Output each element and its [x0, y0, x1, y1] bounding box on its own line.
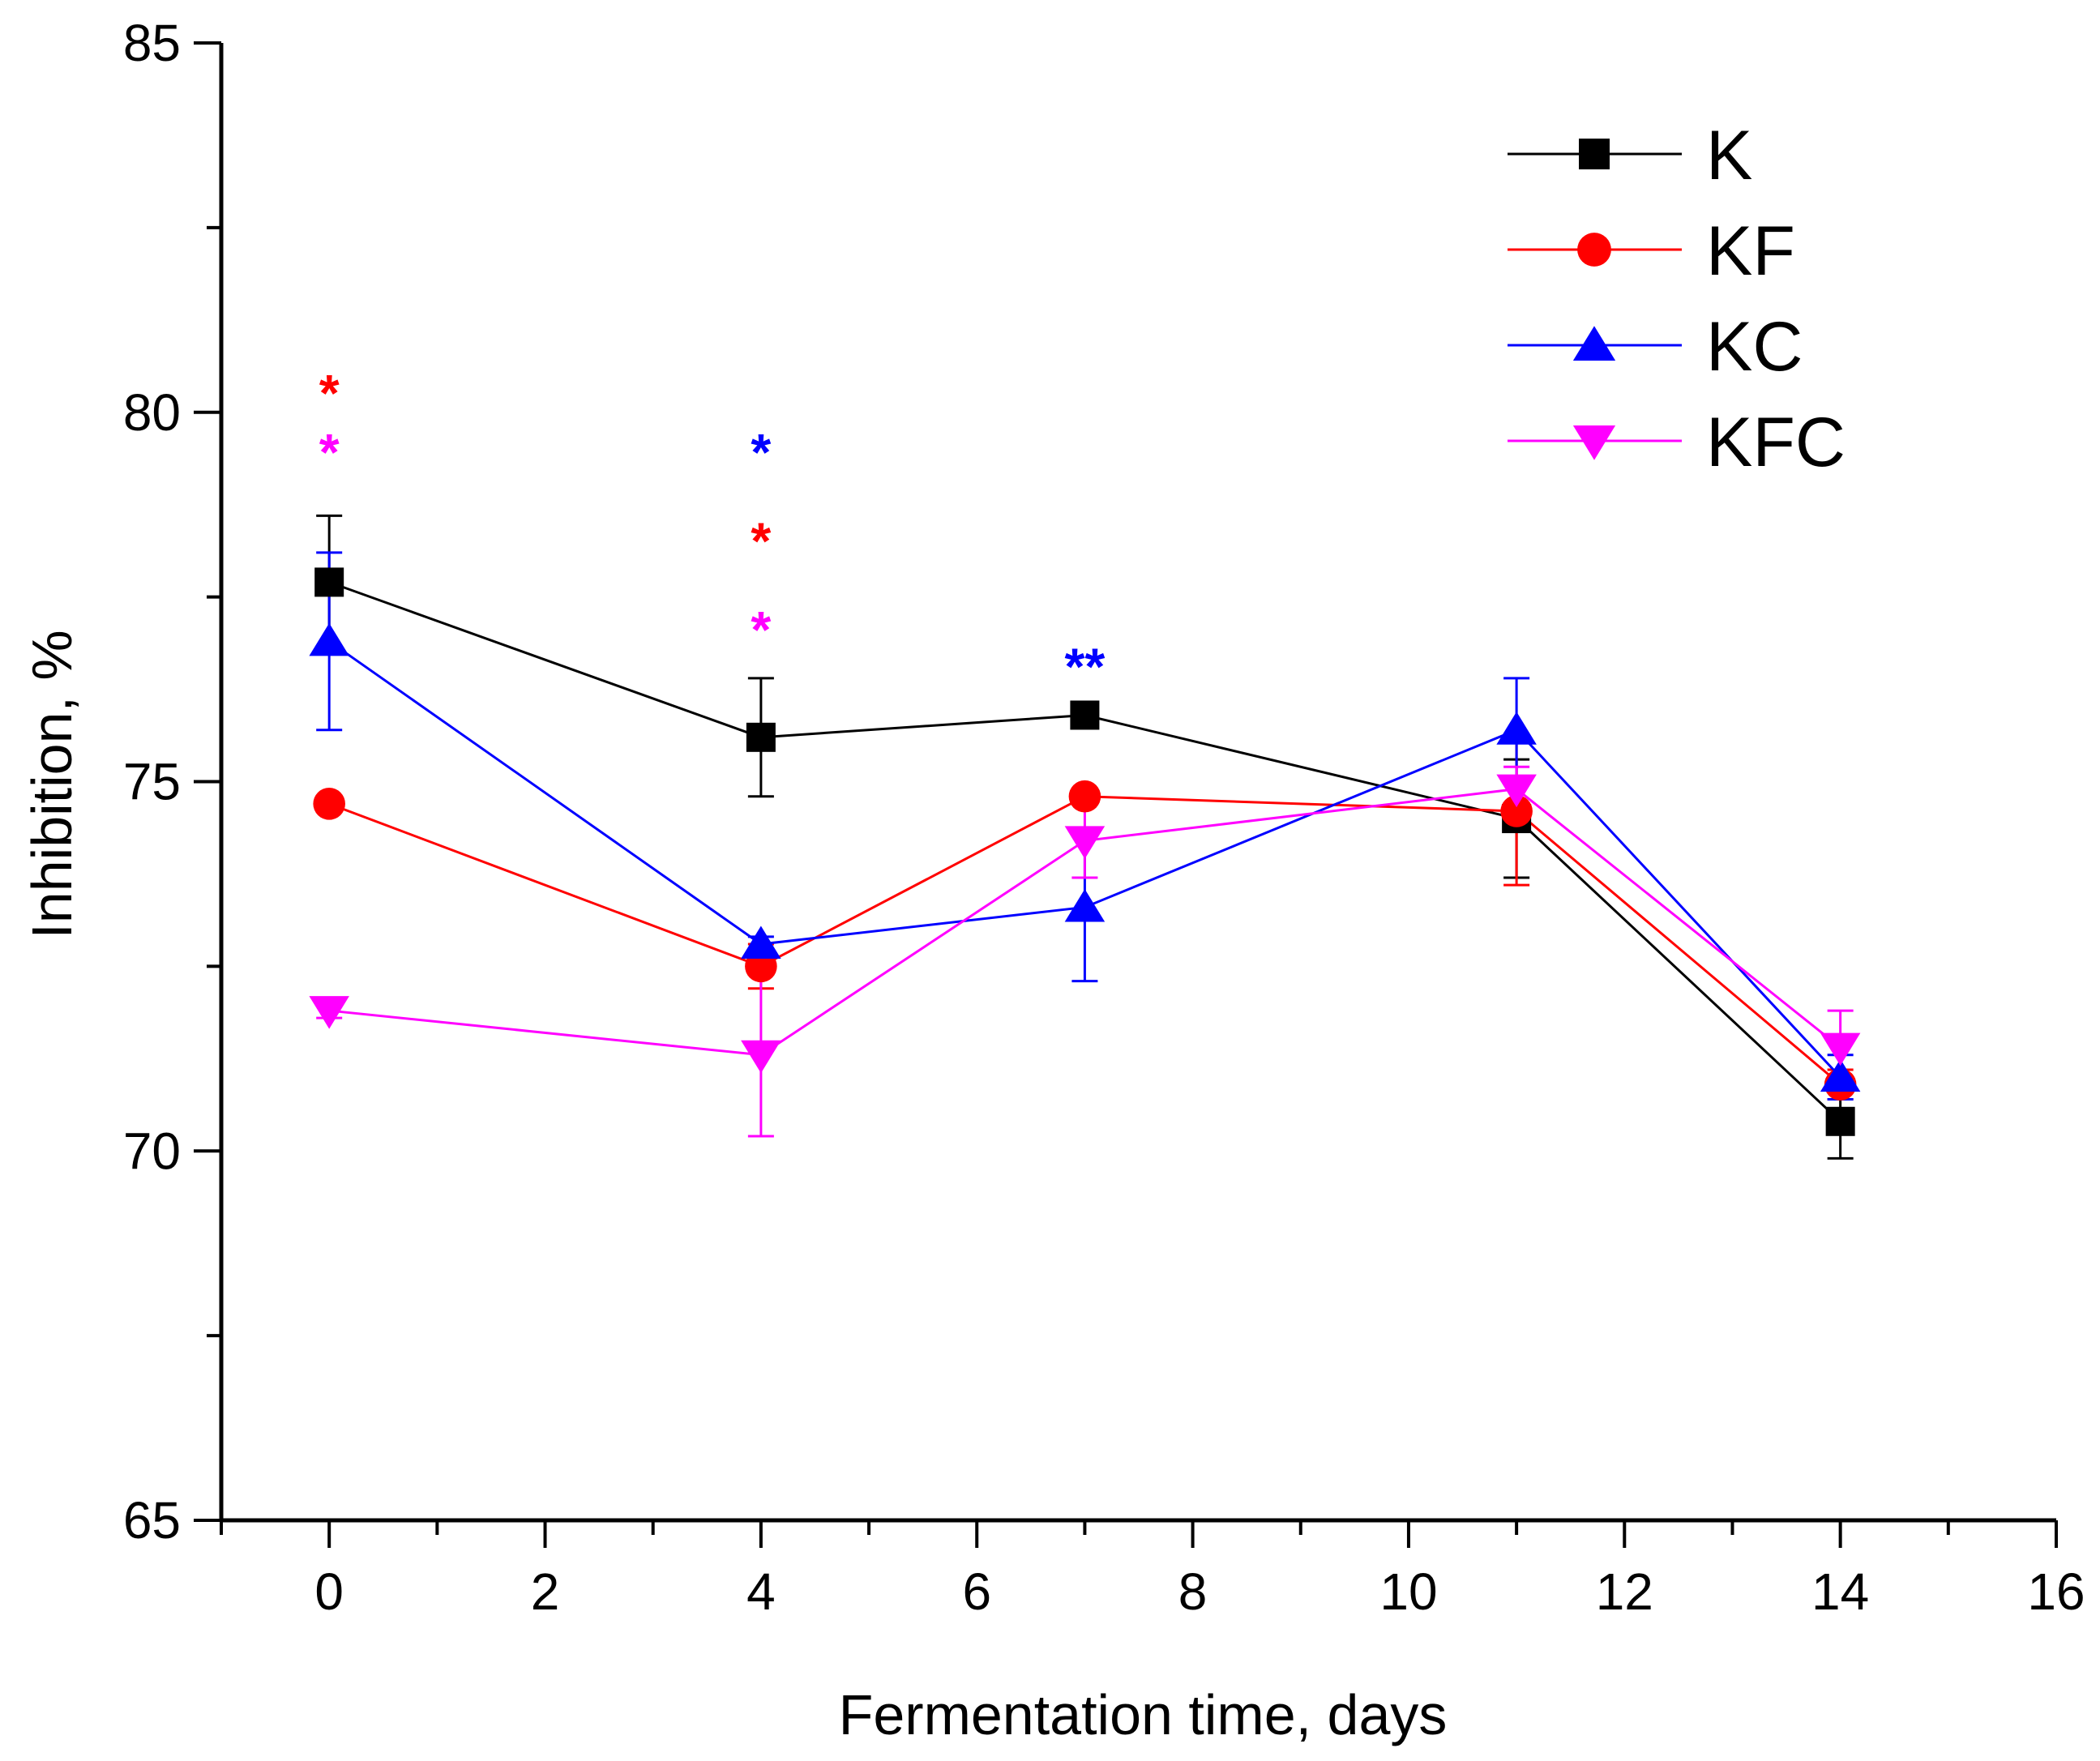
legend-label-k: K — [1706, 117, 1752, 194]
x-tick-label: 4 — [746, 1562, 776, 1621]
data-point-kc — [1064, 888, 1106, 922]
data-point-kc — [309, 622, 349, 656]
legend-marker-kc — [1572, 326, 1616, 361]
data-point-kf — [1068, 780, 1101, 813]
data-point-kc — [1496, 712, 1537, 745]
y-tick-label: 85 — [123, 14, 181, 72]
data-point-kfc — [1064, 826, 1106, 859]
data-point-k — [1825, 1106, 1855, 1136]
significance-mark: * — [319, 364, 340, 422]
legend-marker-kfc — [1572, 425, 1616, 460]
y-tick-label: 80 — [123, 383, 181, 442]
legend-label-kf: KF — [1706, 212, 1795, 290]
data-point-kfc — [309, 996, 349, 1029]
data-point-kfc — [1820, 1032, 1861, 1066]
significance-annotations: ** ***** — [319, 364, 1106, 695]
data-point-kf — [313, 788, 345, 820]
data-point-kc — [1820, 1058, 1861, 1092]
significance-mark: * — [751, 423, 771, 481]
legend-marker-k — [1579, 139, 1610, 169]
x-tick-label: 16 — [2027, 1562, 2085, 1621]
x-tick-label: 6 — [962, 1562, 991, 1621]
data-point-kf — [1500, 795, 1533, 827]
data-point-kc — [741, 925, 781, 960]
data-point-k — [746, 722, 776, 752]
x-tick-label: 14 — [1811, 1562, 1869, 1621]
x-tick-label: 12 — [1596, 1562, 1653, 1621]
y-tick-label: 70 — [123, 1122, 181, 1180]
x-tick-label: 10 — [1379, 1562, 1437, 1621]
data-point-kfc — [741, 1040, 781, 1074]
legend-label-kc: KC — [1706, 308, 1803, 386]
x-tick-label: 8 — [1178, 1562, 1208, 1621]
x-axis-title: Fermentation time, days — [839, 1683, 1448, 1746]
significance-mark: * — [751, 511, 771, 570]
data-point-kfc — [1496, 774, 1537, 808]
data-point-k — [1070, 700, 1100, 730]
axes: 0 2 4 6 8 10 12 14 16 65 70 75 80 85 — [123, 14, 2085, 1621]
y-tick-label: 65 — [123, 1491, 181, 1549]
data-point-k — [314, 567, 344, 597]
y-tick-label: 75 — [123, 753, 181, 811]
legend-marker-kf — [1577, 233, 1611, 267]
y-axis-title: Inhibition, % — [20, 630, 83, 938]
x-tick-label: 0 — [314, 1562, 344, 1621]
legend: K KF KC KFC — [1508, 117, 1846, 481]
significance-mark: * — [751, 601, 771, 659]
series-markers — [309, 567, 1861, 1136]
significance-mark: * — [319, 423, 340, 481]
legend-label-kfc: KFC — [1706, 404, 1846, 481]
x-tick-label: 2 — [531, 1562, 560, 1621]
significance-mark: ** — [1065, 637, 1106, 695]
